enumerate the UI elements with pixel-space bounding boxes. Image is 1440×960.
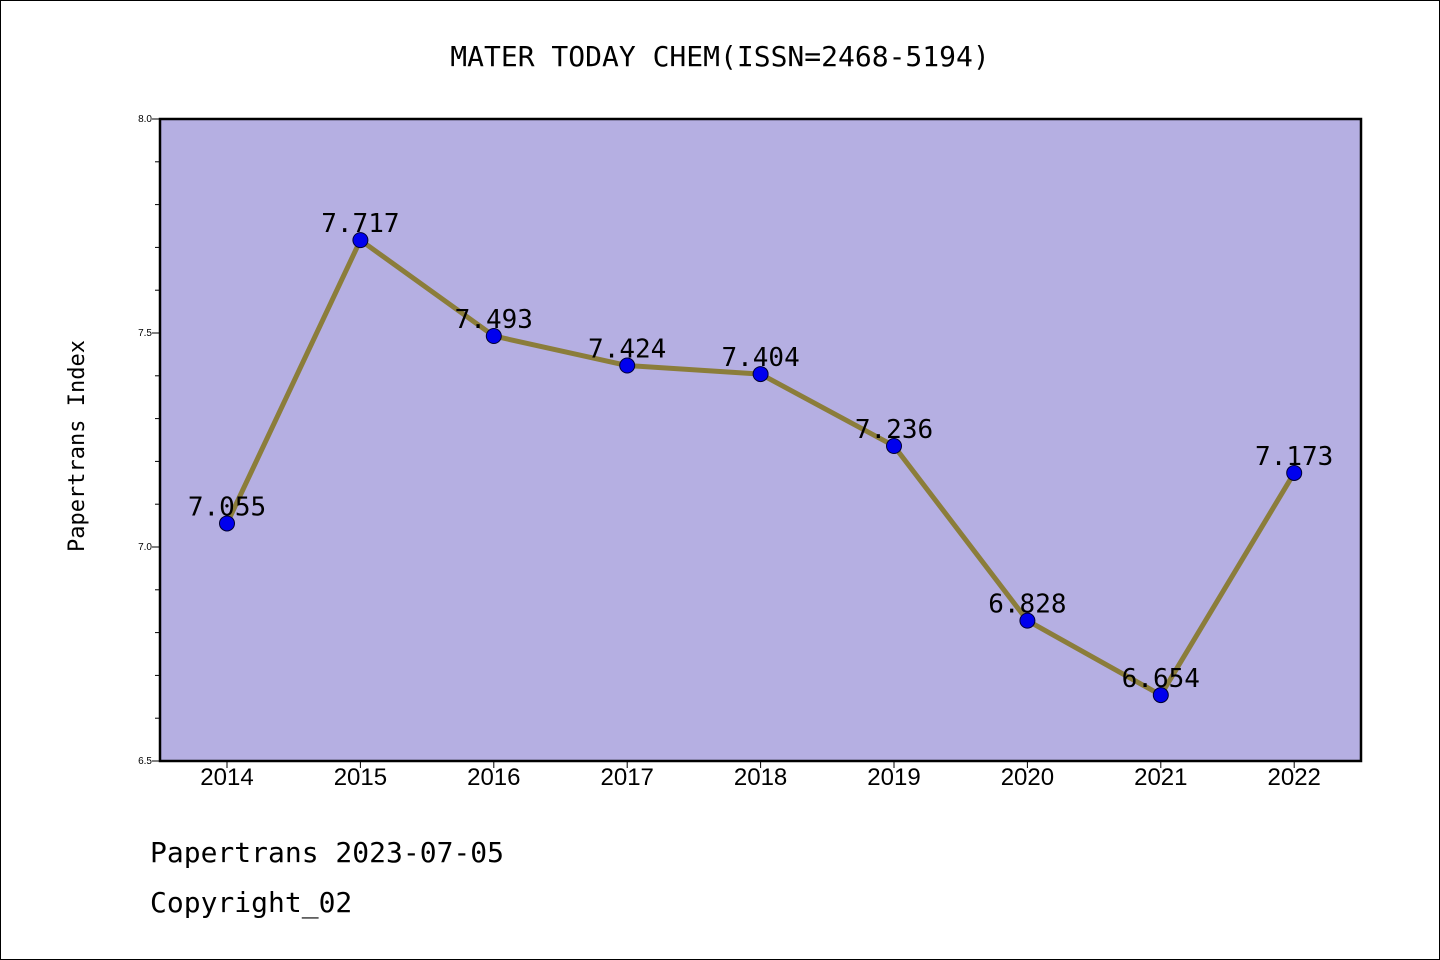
footer-copyright: Copyright_02 xyxy=(150,886,353,919)
data-points xyxy=(219,232,1303,704)
x-tick-label: 2014 xyxy=(200,764,253,791)
data-label: 7.717 xyxy=(321,209,399,239)
y-tick-label: 7.5 xyxy=(138,328,152,339)
plot-area xyxy=(158,117,1363,763)
y-tick-label: 6.5 xyxy=(138,756,152,767)
data-label: 7.236 xyxy=(855,415,933,445)
x-tick-label: 2018 xyxy=(734,764,787,791)
x-tick-label: 2015 xyxy=(334,764,387,791)
y-tick-label: 7.0 xyxy=(138,542,152,553)
data-label: 6.828 xyxy=(988,590,1066,620)
x-tick-label: 2022 xyxy=(1268,764,1321,791)
footer-date: Papertrans 2023-07-05 xyxy=(150,836,505,869)
data-point xyxy=(485,327,502,344)
data-point xyxy=(219,515,235,532)
data-point xyxy=(1152,687,1169,704)
y-axis: 6.5 7.0 7.5 8.0 xyxy=(138,114,160,767)
y-tick-label: 8.0 xyxy=(138,114,152,125)
x-tick-label: 2016 xyxy=(467,764,520,791)
data-point xyxy=(619,357,636,374)
data-point xyxy=(1019,612,1036,629)
data-point xyxy=(1286,464,1303,481)
x-tick-label: 2019 xyxy=(867,764,920,791)
data-point xyxy=(886,437,902,454)
x-tick-label: 2020 xyxy=(1001,764,1054,791)
data-label: 7.173 xyxy=(1255,442,1333,472)
data-label: 7.404 xyxy=(721,343,799,373)
x-tick-label: 2017 xyxy=(601,764,654,791)
data-label: 7.493 xyxy=(455,305,533,335)
chart-title: MATER TODAY CHEM(ISSN=2468-5194) xyxy=(450,40,989,73)
data-label: 7.055 xyxy=(188,492,266,522)
x-axis: 2014 2015 2016 2017 2018 2019 2020 2021 2022 xyxy=(200,761,1321,791)
data-point xyxy=(752,366,769,383)
data-point xyxy=(352,232,369,249)
data-label: 6.654 xyxy=(1122,664,1200,694)
y-axis-label: Papertrans Index xyxy=(65,340,90,552)
x-tick-label: 2021 xyxy=(1134,764,1187,791)
data-label: 7.424 xyxy=(588,335,666,365)
data-labels: 7.055 7.717 7.493 7.424 7.404 7.236 6.828 6.654… xyxy=(188,209,1333,694)
